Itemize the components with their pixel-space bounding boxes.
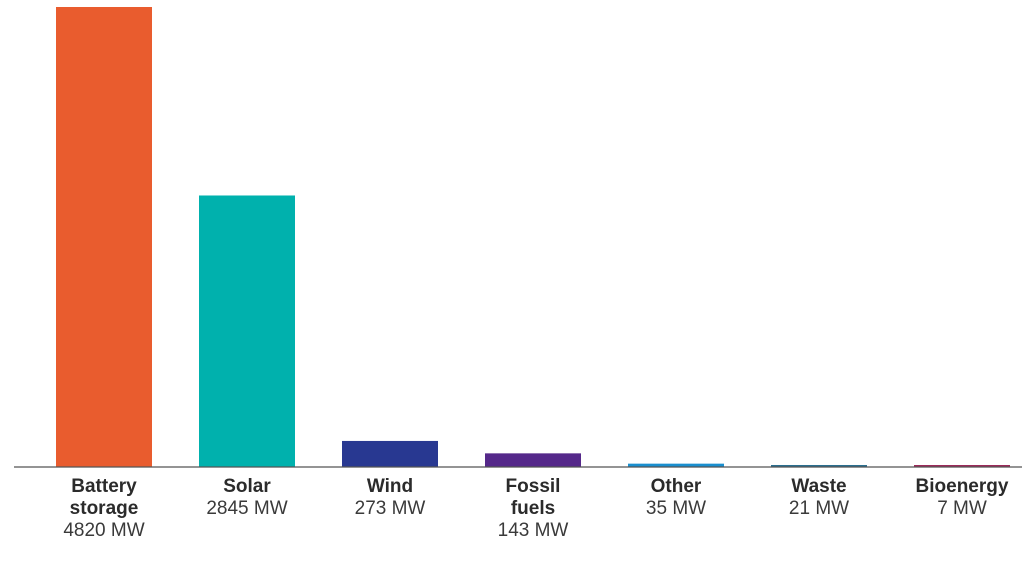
value-label-wind: 273 MW <box>355 498 426 519</box>
bar-solar <box>199 195 295 467</box>
value-label-battery-storage: 4820 MW <box>63 520 144 541</box>
bars-group <box>56 7 1010 467</box>
category-label-other-line-1: Other <box>651 476 702 497</box>
value-label-solar: 2845 MW <box>206 498 287 519</box>
bar-bioenergy <box>914 465 1010 467</box>
bar-other <box>628 463 724 467</box>
category-label-bioenergy-line-1: Bioenergy <box>916 476 1009 497</box>
bar-wind <box>342 440 438 467</box>
category-label-fossil-fuels-line-1: Fossil <box>506 476 561 497</box>
category-label-battery-storage-line-1: Battery <box>71 476 137 497</box>
value-label-bioenergy: 7 MW <box>937 498 987 519</box>
category-label-fossil-fuels-line-2: fuels <box>511 498 555 519</box>
category-label-battery-storage-line-2: storage <box>70 498 139 519</box>
value-label-fossil-fuels: 143 MW <box>498 520 569 541</box>
bar-waste <box>771 464 867 467</box>
category-label-waste-line-1: Waste <box>791 476 846 497</box>
category-label-solar-line-1: Solar <box>223 476 271 497</box>
value-label-waste: 21 MW <box>789 498 849 519</box>
category-label-wind-line-1: Wind <box>367 476 413 497</box>
bar-battery-storage <box>56 7 152 467</box>
bar-fossil-fuels <box>485 453 581 467</box>
value-label-other: 35 MW <box>646 498 706 519</box>
